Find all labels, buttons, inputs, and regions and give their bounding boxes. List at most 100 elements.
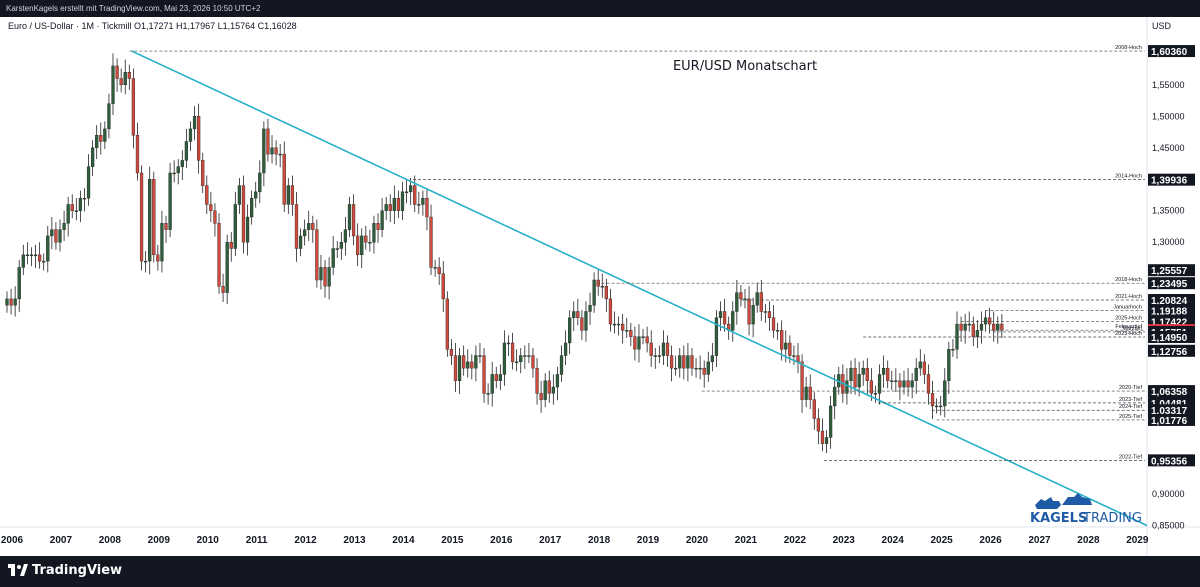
price-tag-label: 1,20824 bbox=[1151, 296, 1188, 307]
candle-down bbox=[205, 185, 209, 205]
price-tag-label: 1,06358 bbox=[1151, 387, 1188, 398]
candle-up bbox=[963, 323, 967, 331]
candle-down bbox=[221, 286, 225, 293]
candle-down bbox=[70, 204, 74, 211]
candle-up bbox=[168, 172, 172, 230]
candle-up bbox=[600, 286, 604, 288]
candle-down bbox=[539, 393, 543, 400]
candle-down bbox=[816, 418, 821, 432]
level-label: 2023-Hoch bbox=[1115, 331, 1142, 337]
candle-down bbox=[739, 292, 743, 300]
candle-up bbox=[327, 267, 331, 287]
candle-down bbox=[37, 254, 42, 262]
candle-up bbox=[877, 374, 882, 394]
price-tag-label: 1,23495 bbox=[1151, 279, 1188, 290]
candle-up bbox=[849, 367, 853, 381]
price-tag bbox=[1148, 277, 1195, 290]
candle-up bbox=[698, 367, 702, 370]
candle-down bbox=[139, 172, 144, 262]
candle-down bbox=[780, 330, 784, 350]
candle-up bbox=[286, 185, 290, 205]
currency-label: USD bbox=[1152, 21, 1172, 31]
candle-up bbox=[804, 386, 808, 400]
candle-up bbox=[347, 204, 352, 230]
candle-up bbox=[674, 367, 678, 370]
candle-down bbox=[959, 323, 963, 331]
candle-down bbox=[209, 204, 213, 211]
candle-down bbox=[633, 336, 637, 350]
candle-down bbox=[771, 317, 776, 331]
candle-up bbox=[343, 229, 348, 243]
price-tag-label: 1,12756 bbox=[1151, 347, 1188, 358]
candle-up bbox=[751, 304, 755, 325]
candle-up bbox=[612, 323, 617, 326]
candle-down bbox=[629, 330, 633, 337]
x-tick-label: 2020 bbox=[686, 535, 709, 546]
candle-down bbox=[197, 116, 201, 161]
y-tick-label: 1,35000 bbox=[1152, 206, 1185, 216]
candle-up bbox=[478, 355, 482, 357]
candle-up bbox=[17, 267, 21, 300]
x-tick-label: 2014 bbox=[392, 535, 415, 546]
candle-up bbox=[714, 317, 719, 356]
candle-up bbox=[237, 185, 242, 205]
candle-up bbox=[42, 260, 46, 263]
candle-up bbox=[584, 311, 588, 331]
candle-down bbox=[788, 342, 792, 356]
candle-down bbox=[604, 286, 608, 300]
candle-down bbox=[364, 235, 368, 243]
brand-name-bold: KAGELS bbox=[1030, 511, 1087, 526]
price-chart[interactable]: 0,90000 1,35000 1,45000 1,50000 1,55000 1,300… bbox=[0, 17, 1200, 556]
price-tag-label: 1,19188 bbox=[1151, 306, 1188, 317]
candle-up bbox=[188, 128, 193, 142]
candle-down bbox=[462, 355, 466, 369]
x-tick-label: 2006 bbox=[1, 535, 24, 546]
candle-up bbox=[123, 72, 127, 86]
candle-up bbox=[910, 380, 914, 388]
candle-down bbox=[971, 323, 975, 337]
candle-up bbox=[763, 311, 767, 313]
candle-up bbox=[33, 254, 38, 257]
y-tick-label: 1,30000 bbox=[1152, 237, 1185, 247]
plot-area[interactable]: 0,90000 1,35000 1,45000 1,50000 1,55000 1,300… bbox=[0, 17, 1200, 556]
candle-down bbox=[767, 311, 772, 318]
candle-up bbox=[902, 380, 906, 388]
x-tick-label: 2027 bbox=[1028, 535, 1051, 546]
candle-down bbox=[649, 342, 653, 356]
candle-up bbox=[111, 65, 115, 104]
candle-up bbox=[368, 242, 372, 244]
candle-down bbox=[812, 399, 816, 419]
candle-up bbox=[718, 311, 723, 318]
price-tag bbox=[1148, 45, 1195, 58]
candle-up bbox=[653, 355, 657, 357]
candle-up bbox=[943, 380, 947, 407]
level-label: 2025-Tief bbox=[1119, 414, 1143, 420]
candle-down bbox=[376, 223, 380, 230]
candle-up bbox=[824, 437, 829, 444]
price-tag bbox=[1148, 293, 1195, 306]
candle-down bbox=[922, 361, 927, 375]
candle-up bbox=[270, 147, 274, 155]
candle-down bbox=[645, 336, 649, 344]
candle-down bbox=[201, 160, 205, 186]
candle-down bbox=[119, 78, 123, 86]
x-tick-label: 2018 bbox=[588, 535, 611, 546]
footer-logo-text: TradingView bbox=[32, 563, 123, 578]
candle-up bbox=[914, 367, 918, 381]
candle-up bbox=[103, 128, 107, 142]
candle-up bbox=[784, 342, 788, 350]
candle-down bbox=[294, 204, 299, 249]
candle-down bbox=[356, 235, 360, 256]
candle-up bbox=[433, 267, 437, 269]
candle-up bbox=[506, 342, 511, 345]
candle-down bbox=[621, 323, 625, 331]
tradingview-footer: TradingView bbox=[0, 556, 1200, 587]
candle-down bbox=[869, 380, 874, 394]
candle-up bbox=[983, 317, 988, 325]
candle-up bbox=[58, 229, 62, 243]
candle-down bbox=[930, 393, 935, 407]
candle-down bbox=[445, 298, 449, 350]
candle-up bbox=[792, 355, 796, 357]
candle-down bbox=[531, 355, 535, 369]
candle-down bbox=[800, 361, 804, 400]
